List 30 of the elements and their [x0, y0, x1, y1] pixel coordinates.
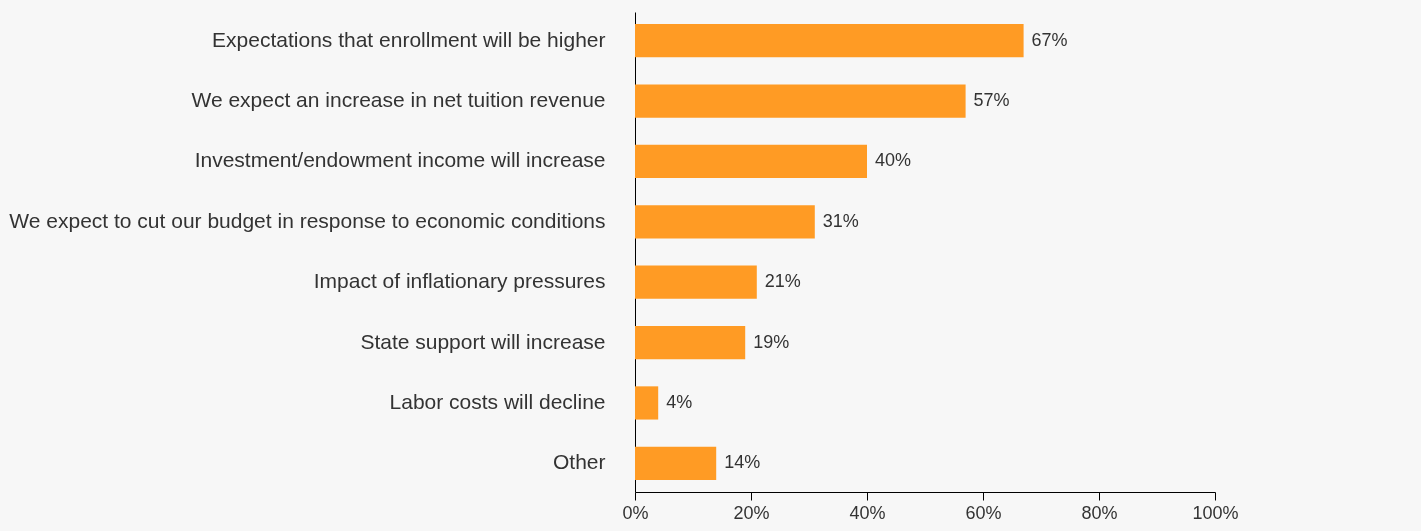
x-tick-label: 0%	[622, 502, 649, 523]
y-tick-label: Expectations that enrollment will be higher	[212, 27, 606, 51]
x-tick-label: 20%	[733, 502, 770, 523]
bar	[635, 265, 757, 299]
y-tick-label: We expect to cut our budget in response to economic conditions	[9, 208, 606, 232]
data-label: 4%	[666, 391, 693, 412]
data-label: 57%	[973, 90, 1010, 111]
bar	[635, 446, 717, 480]
x-tick-label: 40%	[849, 502, 886, 523]
y-tick-label: State support will increase	[360, 329, 606, 353]
bar	[635, 205, 815, 239]
data-label: 21%	[764, 271, 801, 292]
y-tick-label: Investment/endowment income will increase	[194, 148, 606, 172]
bar	[635, 144, 867, 179]
data-label: 31%	[822, 210, 859, 231]
y-tick-label: Impact of inflationary pressures	[313, 269, 606, 293]
bar	[635, 325, 746, 360]
data-label: 67%	[1031, 29, 1068, 50]
data-label: 40%	[875, 150, 912, 171]
y-tick-label: Labor costs will decline	[389, 389, 606, 413]
bar	[635, 84, 966, 118]
x-tick-label: 100%	[1192, 502, 1239, 523]
bar	[635, 24, 1024, 58]
y-tick-label: We expect an increase in net tuition revenue	[191, 88, 606, 112]
y-tick-label: Other	[552, 450, 606, 474]
bar	[635, 386, 659, 420]
x-tick-label: 60%	[965, 502, 1002, 523]
data-label: 19%	[753, 331, 790, 352]
data-label: 14%	[724, 452, 761, 473]
x-tick-label: 80%	[1081, 502, 1118, 523]
